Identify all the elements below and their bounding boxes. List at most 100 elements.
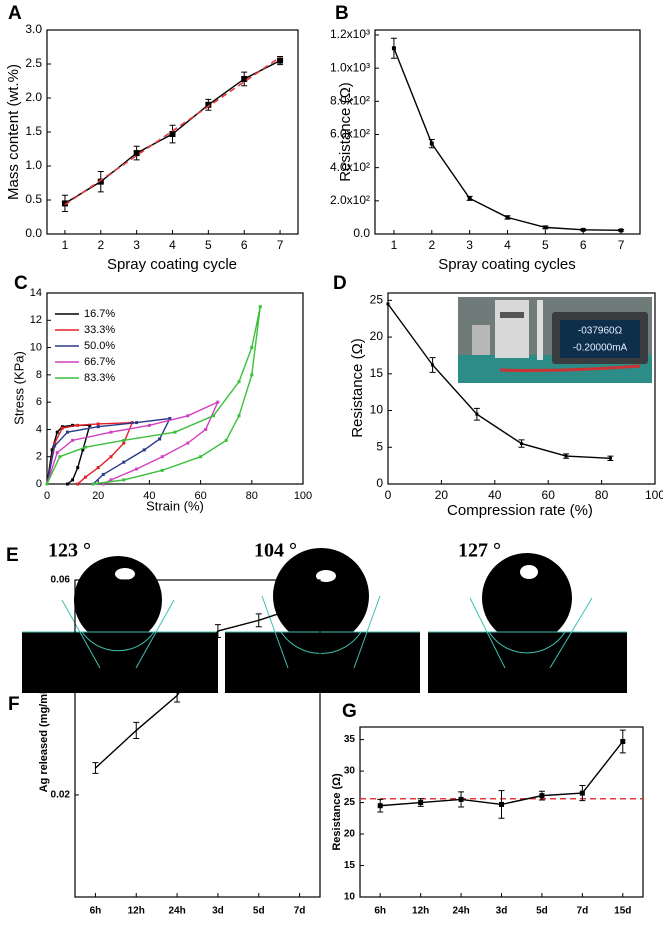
tangent: [549, 597, 593, 669]
panel-label: A: [8, 3, 22, 24]
marker: [173, 430, 177, 434]
marker: [581, 227, 586, 232]
droplet: [273, 548, 369, 644]
y-tick-label: 12: [30, 314, 42, 326]
y-tick-label: 1.0: [25, 158, 42, 172]
marker: [418, 800, 424, 806]
marker: [431, 363, 435, 367]
x-tick-label: 5d: [253, 906, 265, 917]
error-bar: [255, 613, 262, 628]
marker: [620, 738, 626, 744]
error-bar: [92, 762, 99, 774]
panel-label: B: [335, 3, 349, 24]
y-tick-label: 1.0x10³: [330, 60, 370, 74]
y-axis-title: Resistance (Ω): [331, 773, 343, 851]
marker: [147, 423, 151, 427]
x-tick-label: 3d: [496, 906, 508, 917]
marker: [81, 448, 85, 452]
marker: [45, 482, 49, 486]
legend-label: 66.7%: [84, 356, 115, 368]
y-axis-title: Mass content (wt.%): [5, 64, 22, 200]
y-tick-label: 20: [344, 829, 356, 840]
plot-frame: [387, 292, 656, 485]
y-tick-label: 0.02: [51, 790, 71, 801]
plot-frame: [46, 292, 304, 485]
data-line: [46, 306, 261, 485]
x-axis-title: Spray coating cycles: [438, 256, 576, 273]
panel-label: F: [8, 694, 20, 715]
marker: [71, 478, 75, 482]
y-tick-label: 2.5: [25, 56, 42, 70]
marker: [377, 803, 383, 809]
marker: [467, 196, 472, 201]
marker: [109, 455, 113, 459]
x-tick-label: 20: [92, 490, 104, 502]
x-tick-label: 2: [428, 238, 435, 252]
marker: [160, 468, 164, 472]
y-tick-label: 0.0: [353, 226, 370, 240]
marker: [429, 141, 434, 146]
y-tick-label: 15: [370, 366, 384, 380]
marker: [60, 426, 64, 430]
marker: [55, 430, 59, 434]
x-tick-label: 80: [595, 488, 609, 502]
photo-screen: [560, 320, 640, 358]
photo-ruler: [537, 300, 543, 360]
x-tick-label: 3: [466, 238, 473, 252]
error-bar: [214, 624, 221, 638]
marker: [83, 475, 87, 479]
contour: [280, 631, 362, 654]
y-axis-title: Ag released (mg/mL): [38, 683, 50, 792]
x-axis-title: Strain (%): [146, 498, 204, 513]
plot-frame: [74, 579, 321, 898]
y-tick-label: 6: [36, 396, 42, 408]
y-tick-label: 1.5: [25, 124, 42, 138]
marker: [258, 305, 262, 309]
contour: [488, 631, 566, 654]
x-tick-label: 100: [294, 490, 312, 502]
marker: [199, 455, 203, 459]
marker: [543, 225, 548, 230]
inset-reading: -037960Ω: [578, 326, 623, 337]
x-tick-label: 5: [542, 238, 549, 252]
marker: [237, 414, 241, 418]
marker: [83, 445, 87, 449]
x-tick-label: 15d: [614, 906, 631, 917]
x-tick-label: 7d: [294, 906, 306, 917]
error-bar: [174, 688, 181, 703]
x-tick-label: 0: [44, 490, 50, 502]
marker: [391, 46, 396, 51]
x-tick-label: 12h: [128, 906, 145, 917]
x-tick-label: 60: [542, 488, 556, 502]
photo-weight: [500, 312, 524, 318]
panel-label: E: [6, 545, 19, 566]
marker: [211, 414, 215, 418]
marker: [101, 482, 105, 486]
y-tick-label: 3.0: [25, 22, 42, 36]
marker: [133, 150, 140, 157]
x-tick-label: 4: [504, 238, 511, 252]
marker: [65, 482, 69, 486]
marker: [97, 178, 104, 185]
y-tick-label: 0.0: [25, 226, 42, 240]
x-tick-label: 100: [645, 488, 663, 502]
x-axis-title: Spray coating cycle: [107, 256, 237, 273]
marker: [91, 482, 95, 486]
y-tick-label: 4.0x10²: [330, 160, 370, 174]
x-tick-label: 24h: [452, 906, 469, 917]
marker: [160, 455, 164, 459]
tangent: [135, 599, 175, 669]
marker: [96, 425, 100, 429]
marker: [76, 423, 80, 427]
y-tick-label: 8: [36, 369, 42, 381]
marker: [224, 438, 228, 442]
marker: [158, 437, 162, 441]
y-tick-label: 1.2x10³: [330, 27, 370, 41]
x-tick-label: 4: [169, 238, 176, 252]
marker: [386, 302, 390, 306]
x-tick-label: 6h: [90, 906, 102, 917]
photo-weight: [472, 325, 490, 355]
marker: [109, 478, 113, 482]
marker: [169, 131, 176, 138]
